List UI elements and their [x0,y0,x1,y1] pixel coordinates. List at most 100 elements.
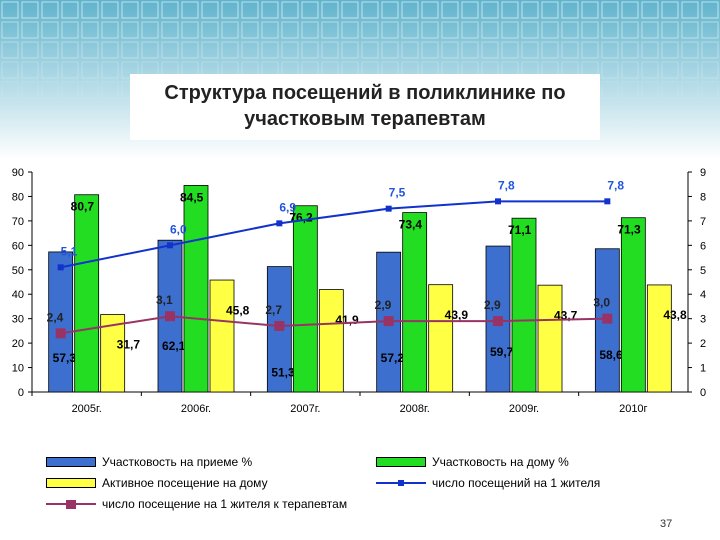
bg-square [501,21,519,39]
bg-square [61,41,79,59]
bg-square [441,41,459,59]
legend-item-reception: Участковость на приеме % [46,454,252,470]
bg-square [681,1,699,19]
data-label-home: 80,7 [71,200,95,214]
data-label-visits: 7,5 [389,186,406,200]
bg-square [21,61,39,79]
point-therapist [602,313,613,324]
bg-square [401,1,419,19]
data-label-therapist: 2,9 [375,298,392,312]
bg-square [521,21,539,39]
data-label-reception: 58,6 [599,348,623,362]
bar-active [209,279,235,393]
y-left-tick-label: 20 [12,338,24,350]
page-number: 37 [660,518,673,530]
line-therapist [60,315,608,335]
bg-square [661,21,679,39]
bg-square [681,21,699,39]
point-visits [167,242,173,249]
bg-square [221,1,239,19]
bar-home [511,217,537,393]
data-label-active: 43,8 [663,308,687,322]
data-label-therapist: 2,7 [265,303,282,317]
bg-square [621,81,639,99]
data-label-therapist: 3,1 [156,293,173,307]
bg-square [421,41,439,59]
y-right-tick-label: 7 [700,216,706,228]
bg-square [141,1,159,19]
bg-square [161,21,179,39]
x-tick-label: 2005г. [72,403,102,415]
data-label-home: 71,1 [508,223,532,237]
bg-square [121,41,139,59]
bg-square [461,21,479,39]
y-right-tick-label: 9 [700,167,706,179]
bg-square [581,41,599,59]
bar-home [74,194,100,393]
legend-swatch-blue [46,457,96,467]
bg-square [421,1,439,19]
bg-square [101,1,119,19]
bg-square [601,41,619,59]
bg-square [341,21,359,39]
bar-active [537,284,563,393]
data-label-reception: 62,1 [162,339,186,353]
point-therapist [274,321,285,331]
y-right-tick-label: 6 [700,240,706,252]
legend: Участковость на приеме % Участковость на… [30,452,685,518]
data-label-reception: 51,3 [271,366,295,380]
bg-square [421,21,439,39]
bar-home [402,212,428,393]
bg-square [201,1,219,19]
bg-square [241,41,259,59]
bg-square [41,81,59,99]
point-visits [604,198,611,205]
bg-square [601,1,619,19]
bg-square [221,41,239,59]
bg-square [1,21,19,39]
legend-label-reception: Участковость на приеме % [102,455,253,469]
y-right-tick-label: 0 [700,387,706,399]
bg-square [601,21,619,39]
bg-square [261,21,279,39]
y-left-tick-label: 50 [12,265,24,277]
bg-square [161,1,179,19]
bg-square [321,21,339,39]
bar-home [183,185,209,393]
bg-square [21,1,39,19]
bg-square [261,1,279,19]
bg-square [701,1,719,19]
bg-square [661,41,679,59]
bg-square [381,41,399,59]
bg-square [401,41,419,59]
legend-item-visits: число посещений на 1 жителя [376,475,600,491]
bg-square [341,41,359,59]
bg-square [641,1,659,19]
data-label-visits: 7,8 [498,178,515,192]
x-tick-label: 2006г. [181,403,211,415]
bg-square [101,81,119,99]
point-visits [495,198,501,205]
legend-swatch-green [376,457,426,467]
title-line-1: Структура посещений в поликлинике по [164,82,566,104]
legend-swatch-yellow [46,478,96,488]
bg-square [281,1,299,19]
bg-square [81,1,99,19]
data-label-reception: 57,3 [53,351,77,365]
x-tick-label: 2007г. [290,403,320,415]
bg-square [21,81,39,99]
y-left-tick-label: 30 [12,314,24,326]
bg-square [681,61,699,79]
bg-square [181,1,199,19]
data-label-visits: 7,8 [607,178,624,192]
bg-square [41,21,59,39]
legend-line-blue [376,475,426,491]
bg-square [401,21,419,39]
y-left-tick-label: 70 [12,216,24,228]
bg-square [281,21,299,39]
bg-square [641,21,659,39]
bg-square [601,61,619,79]
point-therapist [383,316,394,327]
legend-label-active: Активное посещение на дому [102,476,268,490]
bg-square [61,81,79,99]
